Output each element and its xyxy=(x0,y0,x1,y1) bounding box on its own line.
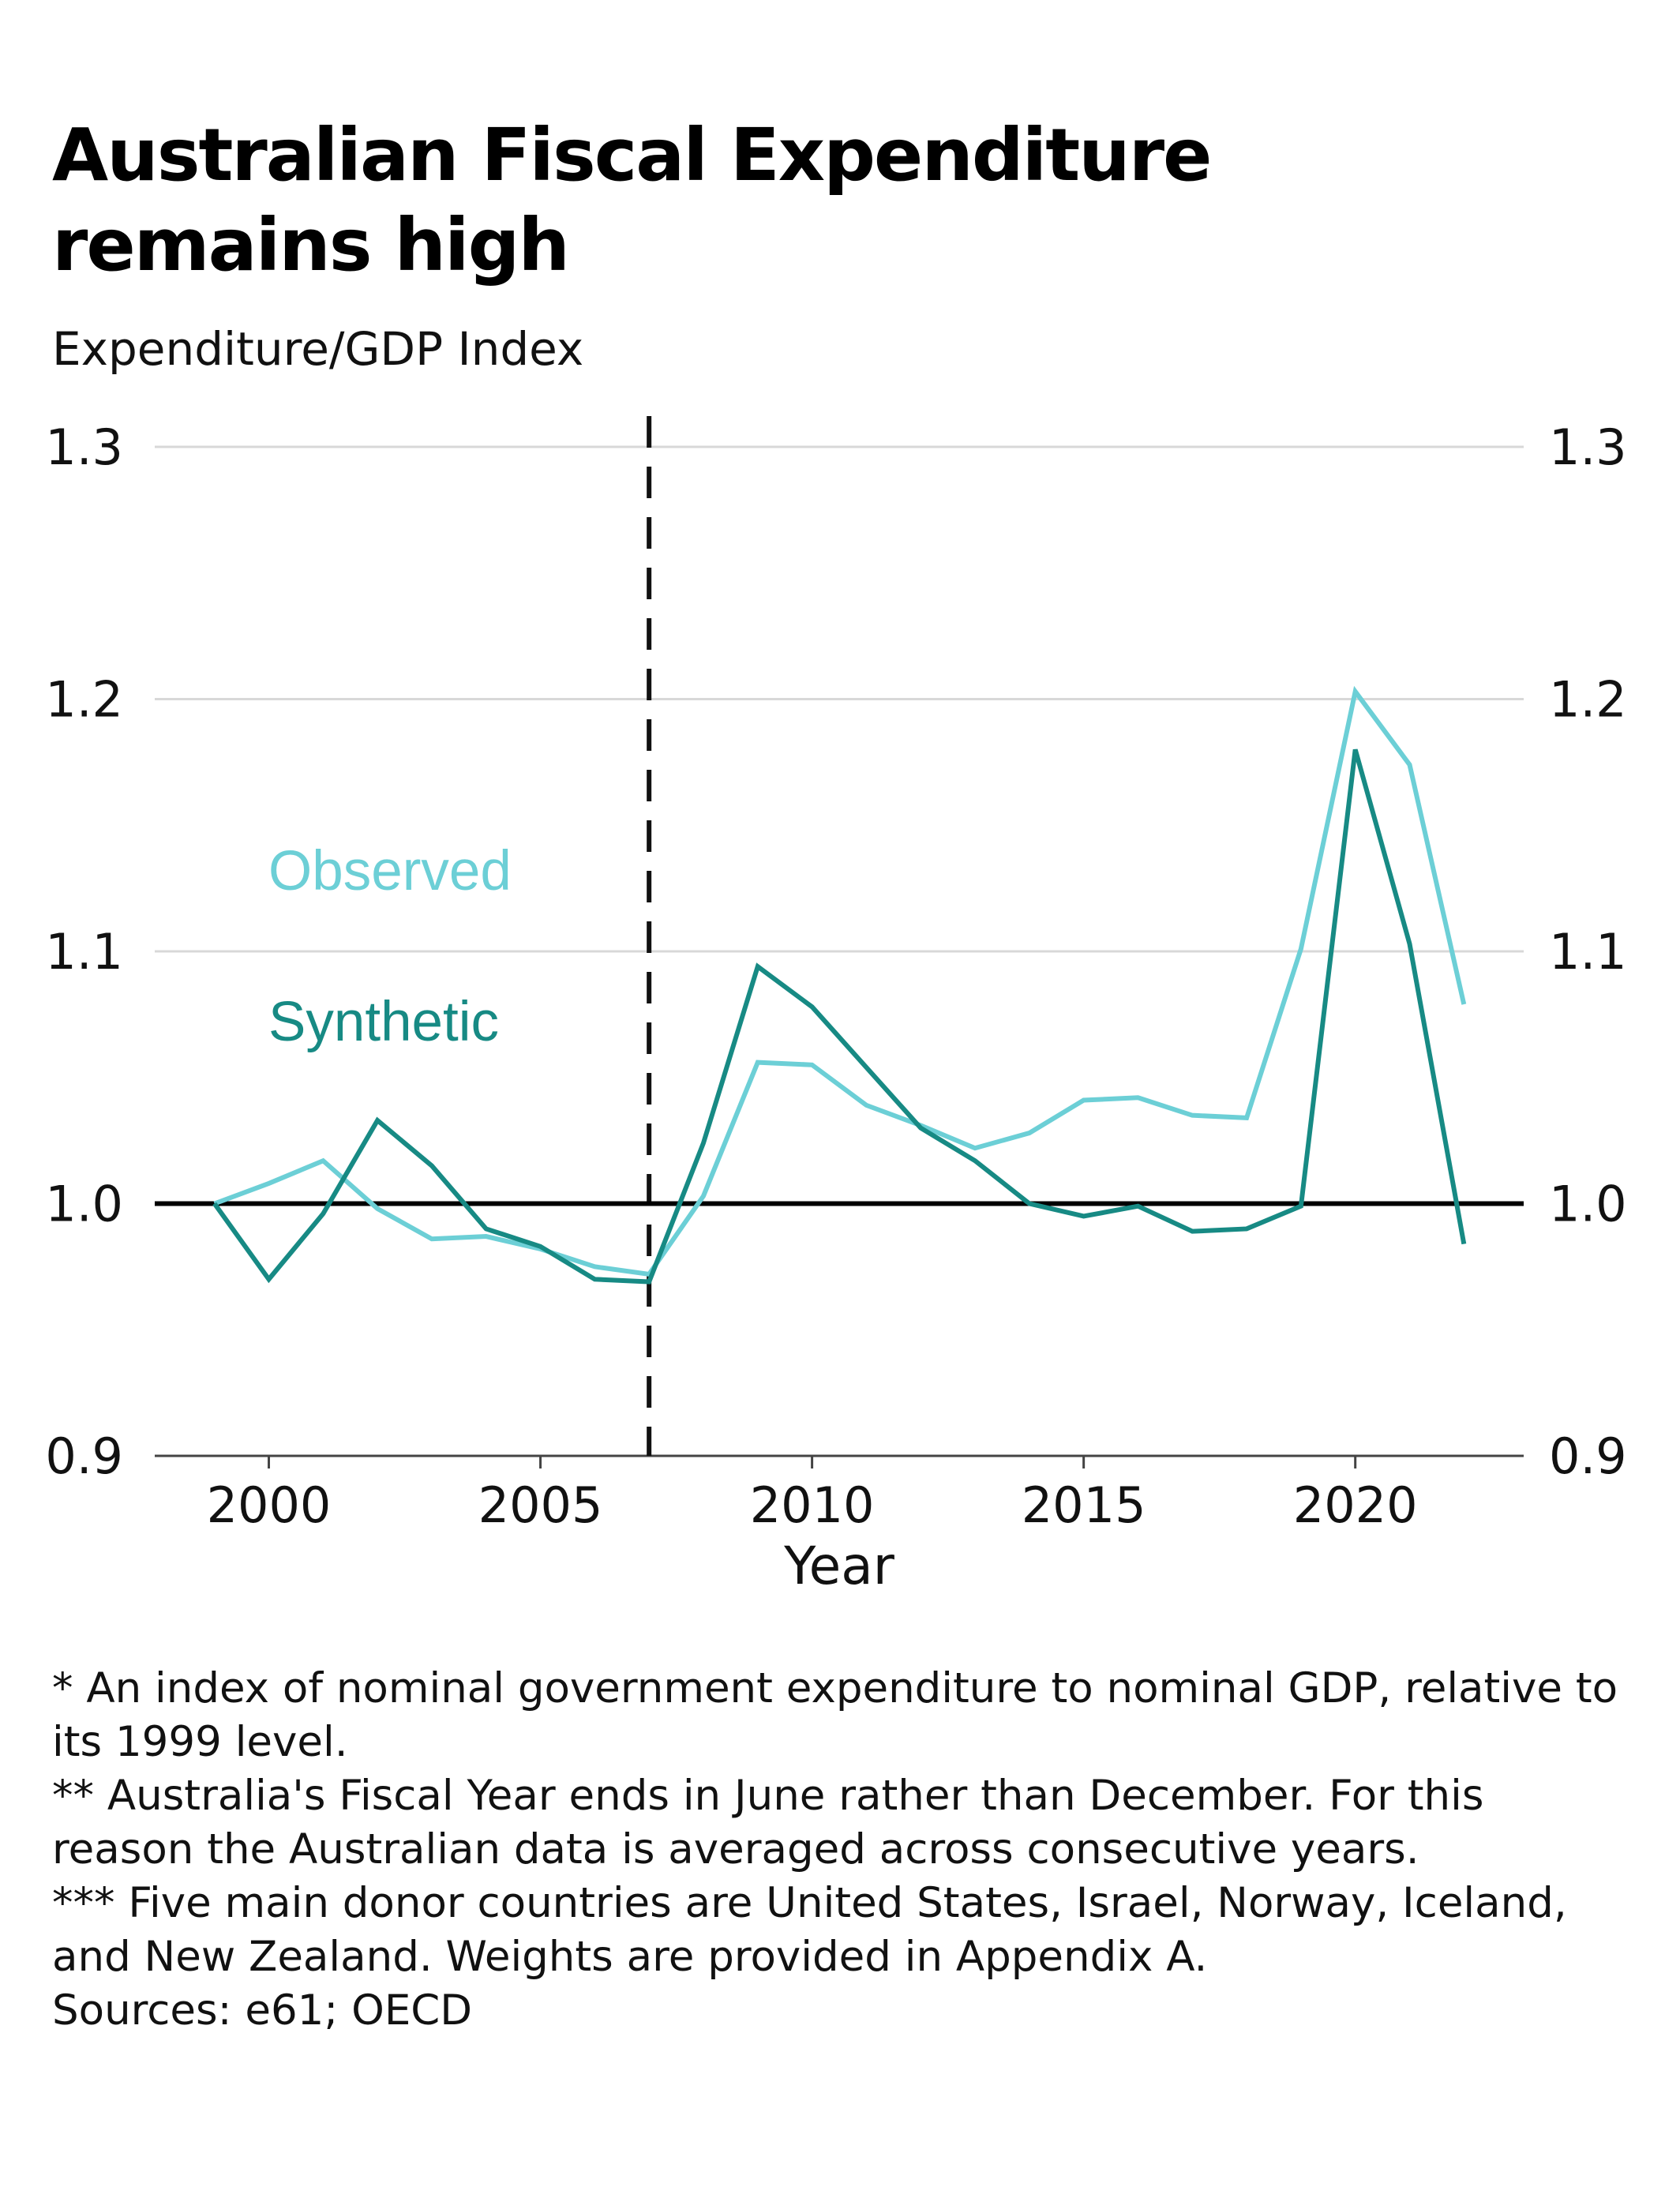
axis-ticks: 0.9 0.9 1.0 1.0 1.1 1.1 1.2 1.2 1.3 1.3 2000 2005 20… xyxy=(45,418,1626,1534)
x-tick-label: 2010 xyxy=(750,1476,875,1534)
footnote-2: ** Australia's Fiscal Year ends in June … xyxy=(52,1772,1484,1874)
series-label-synthetic: Synthetic xyxy=(268,991,499,1053)
series-line-synthetic xyxy=(212,748,1467,1285)
y-tick-label-left: 1.2 xyxy=(45,671,123,729)
chart-title: Australian Fiscal Expenditure remains hi… xyxy=(52,111,1552,291)
x-tick-label: 2015 xyxy=(1022,1476,1146,1534)
x-tick-label: 2020 xyxy=(1293,1476,1418,1534)
sources-note: Sources: e61; OECD xyxy=(52,1986,473,2035)
x-tick-label: 2005 xyxy=(478,1476,603,1534)
chart-title-line-2: remains high xyxy=(52,203,570,287)
gridlines xyxy=(155,445,1524,1205)
y-tick-label-right: 1.1 xyxy=(1549,923,1627,981)
series-label-observed: Observed xyxy=(268,840,512,902)
series-line-observed xyxy=(213,685,1467,1277)
footnote-1: * An index of nominal government expendi… xyxy=(52,1664,1618,1766)
y-tick-label-left: 1.3 xyxy=(45,418,123,476)
y-tick-label-right: 1.2 xyxy=(1549,671,1627,729)
x-tick-label: 2000 xyxy=(207,1476,332,1534)
y-tick-label-left: 1.0 xyxy=(45,1176,123,1233)
chart-subtitle: Expenditure/GDP Index xyxy=(52,322,584,376)
footnotes: * An index of nominal government expendi… xyxy=(52,1662,1631,2038)
series-labels: Observed Synthetic xyxy=(268,840,512,1053)
y-tick-label-right: 1.3 xyxy=(1549,418,1627,476)
series-lines xyxy=(212,685,1467,1285)
y-tick-label-left: 1.1 xyxy=(45,923,123,981)
y-tick-label-left: 0.9 xyxy=(45,1427,123,1485)
y-tick-label-right: 1.0 xyxy=(1549,1176,1627,1233)
footnote-3: *** Five main donor countries are United… xyxy=(52,1879,1567,1981)
chart-title-line-1: Australian Fiscal Expenditure xyxy=(52,113,1212,197)
y-tick-label-right: 0.9 xyxy=(1549,1427,1627,1485)
x-axis-title: Year xyxy=(783,1536,895,1596)
